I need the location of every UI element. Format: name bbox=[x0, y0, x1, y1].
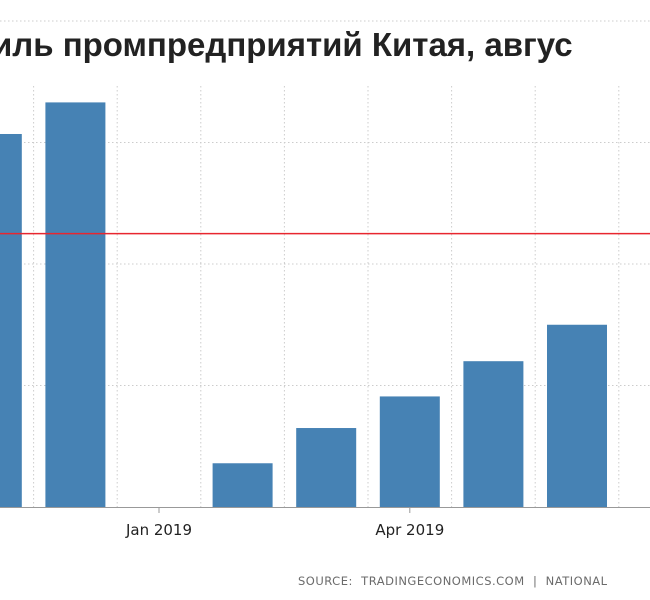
gridlines bbox=[0, 20, 650, 507]
source-separator: | bbox=[532, 574, 538, 588]
bar-may-2019[interactable] bbox=[463, 361, 524, 507]
bar-mar-2019[interactable] bbox=[296, 428, 357, 507]
x-axis-ticks: Jan 2019 Apr 2019 bbox=[125, 507, 444, 539]
source-link-national[interactable]: NATIONAL bbox=[545, 574, 608, 588]
bar-apr-2019[interactable] bbox=[379, 396, 440, 507]
bar-nov-2018[interactable] bbox=[0, 133, 22, 507]
x-tick-label: Apr 2019 bbox=[375, 521, 444, 539]
chart-title: иль промпредприятий Китая, авгус bbox=[0, 26, 573, 63]
source-link-tradingeconomics[interactable]: TRADINGECONOMICS.COM bbox=[361, 574, 525, 588]
bar-feb-2019[interactable] bbox=[212, 463, 273, 507]
source-line: SOURCE: TRADINGECONOMICS.COM | NATIONAL bbox=[298, 574, 608, 588]
bar-dec-2018[interactable] bbox=[45, 102, 106, 507]
x-tick-label: Jan 2019 bbox=[125, 521, 192, 539]
bar-jun-2019[interactable] bbox=[547, 324, 607, 507]
bars bbox=[0, 102, 607, 507]
source-label: SOURCE: bbox=[298, 574, 353, 588]
